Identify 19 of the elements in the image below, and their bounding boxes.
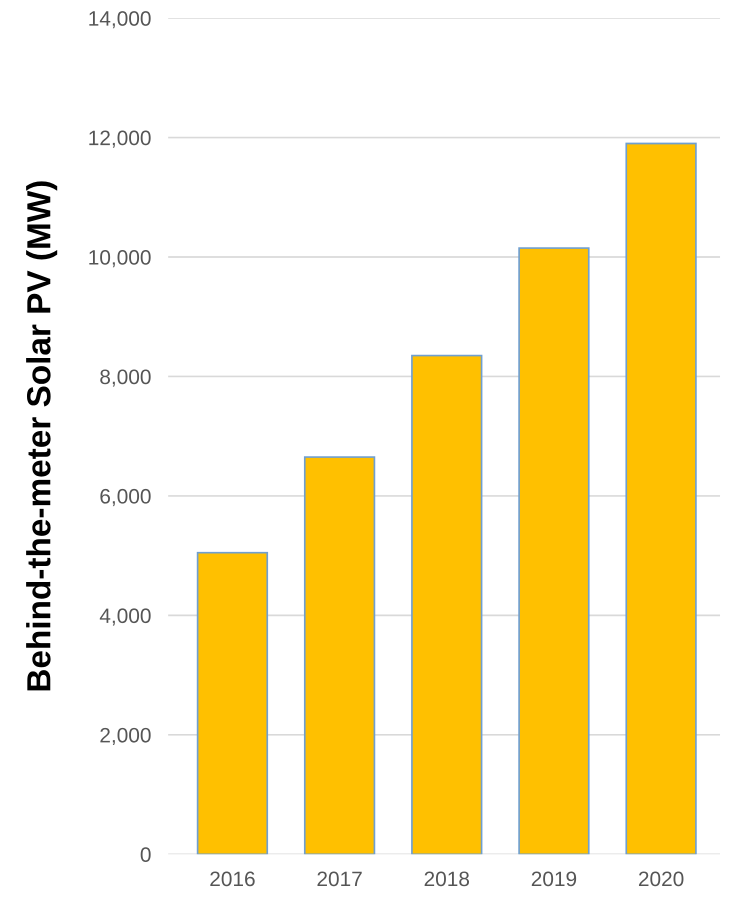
y-tick-label: 10,000: [89, 250, 151, 268]
bar: [304, 456, 376, 854]
y-tick-label: 2,000: [100, 728, 151, 746]
x-tick-label: 2016: [210, 871, 255, 886]
y-tick-label: 4,000: [100, 608, 151, 626]
y-tick-label: 0: [140, 847, 151, 862]
bar: [518, 247, 590, 854]
y-tick-label: 8,000: [100, 369, 151, 387]
y-tick-label: 14,000: [89, 11, 151, 28]
x-tick-label: 2019: [532, 871, 576, 886]
x-tick-label: 2017: [317, 871, 362, 886]
y-tick-label: 12,000: [89, 130, 151, 148]
x-tick-label: 2020: [638, 871, 684, 886]
bar: [411, 354, 482, 854]
y-tick-label: 6,000: [100, 488, 151, 506]
y-axis-title: Behind-the-meter Solar PV (MW): [26, 181, 58, 690]
bar: [196, 552, 268, 854]
bar: [625, 142, 697, 854]
x-tick-label: 2018: [424, 871, 470, 886]
